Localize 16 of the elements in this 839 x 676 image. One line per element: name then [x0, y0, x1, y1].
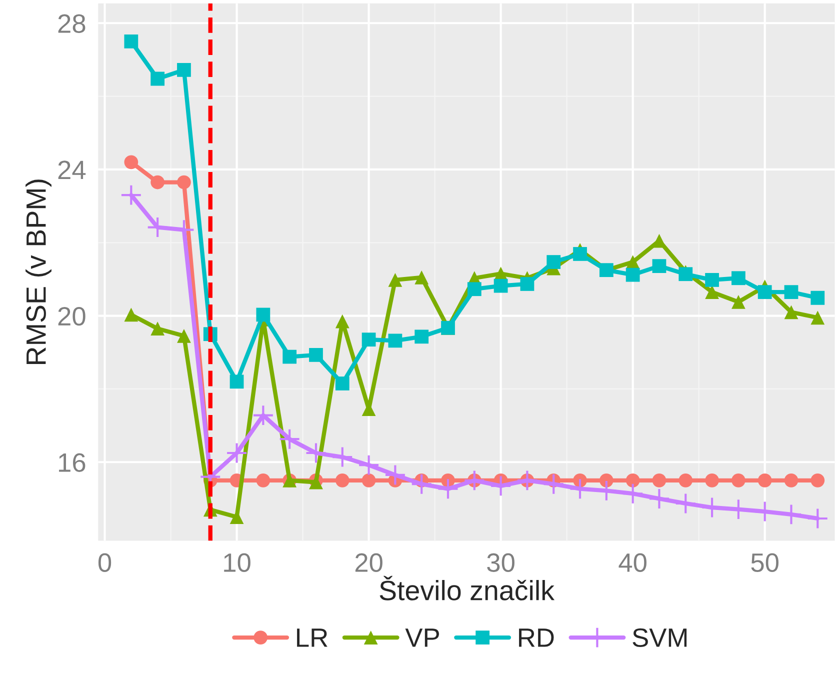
y-tick-label: 20 — [58, 306, 86, 326]
x-axis-title: Število značilk — [380, 576, 555, 600]
legend-label: VP — [405, 628, 439, 647]
y-tick-label: 16 — [59, 453, 86, 472]
y-axis-title: RMSE (v BPM) — [26, 180, 52, 364]
legend-label: RD — [519, 628, 554, 647]
x-tick-label: 20 — [355, 553, 382, 572]
legend-label: SVM — [632, 628, 687, 648]
legend-label: LR — [297, 628, 328, 647]
x-tick-label: 0 — [98, 553, 112, 572]
x-tick-label: 30 — [487, 553, 514, 572]
x-tick-label: 10 — [224, 553, 250, 572]
x-tick-label: 40 — [618, 553, 646, 572]
y-tick-label: 24 — [58, 160, 86, 180]
y-tick-label: 28 — [58, 14, 86, 33]
x-tick-label: 50 — [751, 553, 778, 572]
